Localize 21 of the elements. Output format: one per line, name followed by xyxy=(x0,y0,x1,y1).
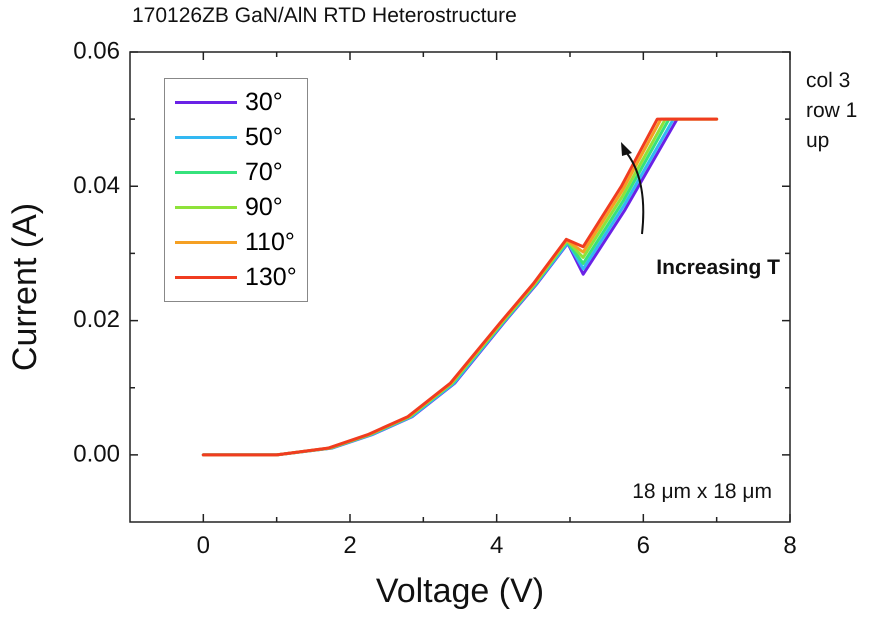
x-tick-label: 8 xyxy=(783,532,797,560)
y-tick-label: 0.06 xyxy=(73,38,120,65)
legend-label: 110° xyxy=(245,227,295,258)
legend-label: 50° xyxy=(245,122,283,153)
x-tick-label: 0 xyxy=(196,532,210,560)
legend-label: 90° xyxy=(245,192,283,223)
annotation: Increasing T xyxy=(656,256,780,279)
y-tick-label: 0.00 xyxy=(73,440,120,468)
y-tick-label: 0.04 xyxy=(73,172,120,199)
x-tick-label: 2 xyxy=(343,532,357,560)
legend-label: 30° xyxy=(245,87,283,118)
chart-title: 170126ZB GaN/AlN RTD Heterostructure xyxy=(132,4,517,28)
x-tick-label: 6 xyxy=(636,532,650,560)
y-tick-label: 0.02 xyxy=(73,306,120,334)
y-axis-title: Current (A) xyxy=(6,202,44,372)
legend-label: 70° xyxy=(245,157,283,188)
annotation: 18 μm x 18 μm xyxy=(632,480,772,503)
x-axis-title: Voltage (V) xyxy=(376,572,544,610)
text: col 3 row 1 up xyxy=(806,68,858,154)
x-tick-label: 4 xyxy=(490,532,504,560)
legend-label: 130° xyxy=(245,262,297,293)
